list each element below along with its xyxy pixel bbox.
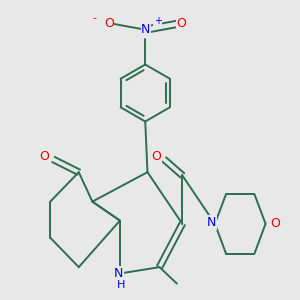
Text: O: O [39,151,49,164]
Text: +: + [154,16,162,26]
Text: N: N [141,23,151,36]
Text: N: N [114,267,123,280]
Text: H: H [117,280,126,290]
Text: N: N [207,216,216,229]
Text: O: O [104,17,114,30]
Text: -: - [92,13,96,23]
Text: O: O [152,150,161,163]
Text: O: O [270,217,280,230]
Text: O: O [177,17,187,30]
